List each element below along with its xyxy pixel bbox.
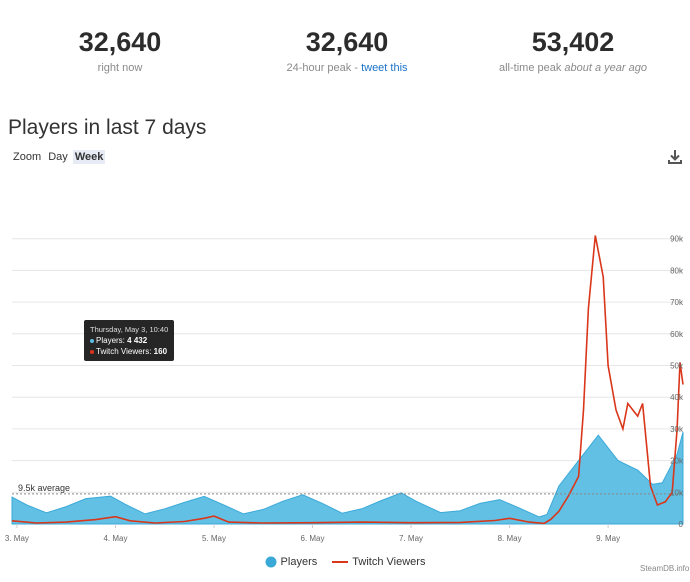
zoom-week-button[interactable]: Week bbox=[72, 150, 106, 164]
tooltip-players-value: 4 432 bbox=[127, 336, 148, 345]
all-time-peak-label-text: all-time peak bbox=[499, 62, 565, 74]
y-tick-label: 60k bbox=[670, 330, 684, 339]
y-tick-label: 70k bbox=[670, 298, 684, 307]
stat-all-time-peak: 53,402 all-time peak about a year ago bbox=[458, 26, 688, 74]
download-icon[interactable] bbox=[666, 148, 684, 166]
current-players-value: 32,640 bbox=[78, 27, 162, 57]
y-tick-label: 10k bbox=[670, 488, 684, 497]
steamdb-credit[interactable]: SteamDB.info bbox=[640, 564, 690, 573]
zoom-label: Zoom bbox=[13, 151, 42, 163]
chart-tooltip: Thursday, May 3, 10:40 Players: 4 432 Tw… bbox=[84, 320, 175, 361]
x-tick-label: 7. May bbox=[399, 534, 423, 543]
y-tick-label: 80k bbox=[670, 266, 684, 275]
players-chart: 9.5k average 0 10k 20k 30k 40k 50k 60k 70k 80k 90… bbox=[5, 235, 684, 543]
twitch-legend-icon bbox=[332, 561, 349, 564]
players-area bbox=[11, 431, 684, 525]
current-players-label: right now bbox=[97, 62, 143, 74]
peak-24h-label: 24-hour peak - tweet this bbox=[232, 62, 462, 74]
stats-row: 32,640 right now 32,640 24-hour peak - t… bbox=[0, 26, 690, 86]
players-dot-icon bbox=[90, 338, 94, 343]
x-axis-ticks: 3. May 4. May 5. May 6. May 7. May 8. May 9. M… bbox=[5, 524, 620, 543]
tooltip-twitch-row: Twitch Viewers: 160 bbox=[90, 346, 168, 357]
x-tick-label: 8. May bbox=[498, 534, 522, 543]
tooltip-twitch-value: 160 bbox=[153, 347, 168, 356]
twitch-viewers-line bbox=[11, 235, 684, 525]
all-time-peak-label: all-time peak about a year ago bbox=[458, 62, 688, 74]
tooltip-twitch-label: Twitch Viewers: bbox=[96, 347, 152, 356]
y-tick-label: 0 bbox=[679, 520, 684, 529]
zoom-day-button[interactable]: Day bbox=[48, 151, 68, 163]
tweet-this-link[interactable]: tweet this bbox=[361, 62, 408, 74]
y-tick-label: 50k bbox=[670, 362, 684, 371]
tooltip-title: Thursday, May 3, 10:40 bbox=[90, 325, 169, 334]
x-tick-label: 6. May bbox=[301, 534, 325, 543]
all-time-peak-value: 53,402 bbox=[531, 27, 615, 57]
all-time-peak-date: about a year ago bbox=[564, 62, 647, 74]
legend-twitch-label: Twitch Viewers bbox=[352, 556, 426, 569]
y-axis-ticks: 0 10k 20k 30k 40k 50k 60k 70k 80k 90k bbox=[670, 235, 684, 529]
legend-twitch[interactable]: Twitch Viewers bbox=[332, 556, 425, 568]
average-label: 9.5k average bbox=[18, 483, 70, 493]
twitch-dot-icon bbox=[90, 349, 94, 354]
stat-24h-peak: 32,640 24-hour peak - tweet this bbox=[232, 26, 462, 74]
twitch-viewers-series bbox=[11, 235, 684, 525]
tooltip-players-row: Players: 4 432 bbox=[90, 335, 168, 346]
legend-players[interactable]: Players bbox=[265, 556, 318, 569]
section-title: Players in last 7 days bbox=[8, 116, 207, 139]
x-tick-label: 3. May bbox=[5, 534, 29, 543]
y-tick-label: 90k bbox=[670, 235, 684, 244]
x-tick-label: 4. May bbox=[103, 534, 127, 543]
x-tick-label: 5. May bbox=[202, 534, 226, 543]
stat-current-players: 32,640 right now bbox=[5, 26, 235, 74]
chart-legend: Players Twitch Viewers bbox=[0, 556, 690, 568]
y-tick-label: 20k bbox=[670, 457, 684, 466]
y-tick-label: 30k bbox=[670, 425, 684, 434]
players-legend-icon bbox=[265, 556, 277, 568]
peak-24h-label-text: 24-hour peak - bbox=[286, 62, 362, 74]
players-area-series bbox=[11, 431, 684, 525]
zoom-controls: Zoom Day Week bbox=[11, 150, 106, 164]
average-line-group: 9.5k average bbox=[12, 483, 683, 495]
x-tick-label: 9. May bbox=[596, 534, 620, 543]
peak-24h-value: 32,640 bbox=[305, 27, 389, 57]
tooltip-players-label: Players: bbox=[96, 336, 125, 345]
legend-players-label: Players bbox=[280, 556, 318, 569]
y-tick-label: 40k bbox=[670, 393, 684, 402]
